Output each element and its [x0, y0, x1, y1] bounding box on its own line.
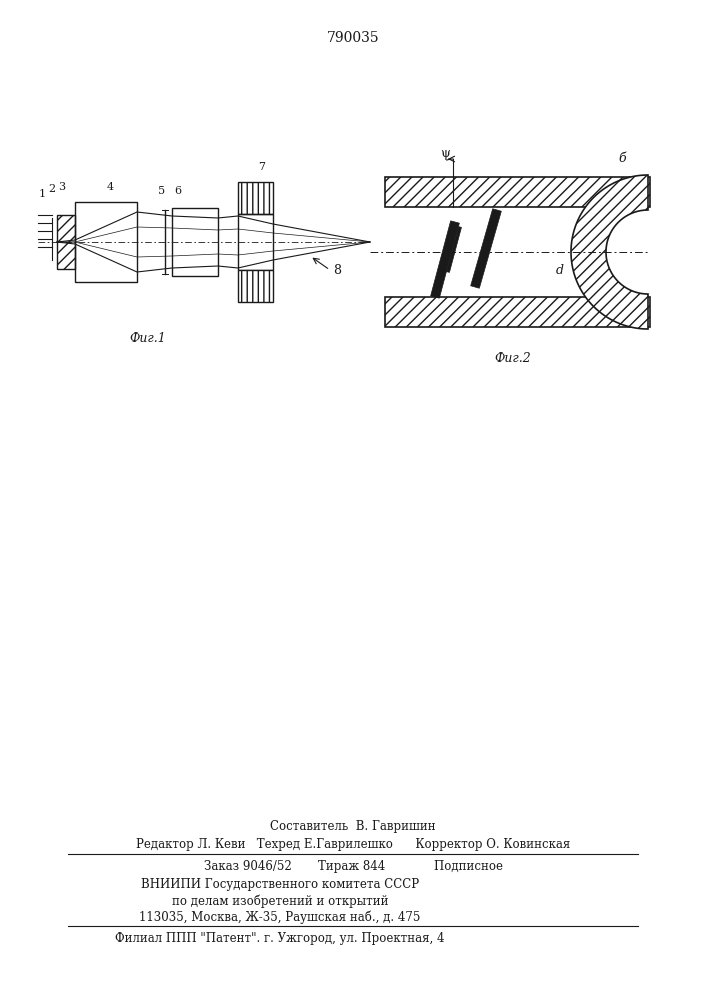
Text: Фиг.2: Фиг.2 — [495, 352, 532, 365]
Text: 5: 5 — [158, 186, 165, 196]
Bar — [57, 215, 75, 269]
Text: Фиг.1: Фиг.1 — [129, 332, 166, 345]
Text: 113035, Москва, Ж-35, Раушская наб., д. 475: 113035, Москва, Ж-35, Раушская наб., д. … — [139, 910, 421, 924]
Text: d: d — [556, 263, 564, 276]
Text: ψ: ψ — [440, 146, 450, 159]
Bar — [385, 297, 650, 327]
Bar — [238, 214, 273, 270]
Text: б: б — [618, 152, 626, 165]
Text: 4: 4 — [107, 182, 114, 192]
Text: 2: 2 — [49, 184, 56, 194]
Bar — [385, 177, 650, 207]
Polygon shape — [571, 175, 648, 329]
Text: 7: 7 — [259, 162, 266, 172]
Bar — [172, 208, 218, 276]
Text: 3: 3 — [59, 182, 66, 192]
Text: Филиал ППП "Патент". г. Ужгород, ул. Проектная, 4: Филиал ППП "Патент". г. Ужгород, ул. Про… — [115, 932, 445, 945]
Text: 790035: 790035 — [327, 31, 380, 45]
Bar — [75, 202, 137, 282]
Bar — [238, 270, 273, 302]
Text: ВНИИПИ Государственного комитета СССР: ВНИИПИ Государственного комитета СССР — [141, 878, 419, 891]
Polygon shape — [447, 227, 462, 272]
Text: 6: 6 — [175, 186, 182, 196]
Text: 1: 1 — [38, 189, 45, 199]
Text: Редактор Л. Кеви   Техред Е.Гаврилешко      Корректор О. Ковинская: Редактор Л. Кеви Техред Е.Гаврилешко Кор… — [136, 838, 570, 851]
Polygon shape — [431, 221, 460, 298]
Polygon shape — [471, 209, 501, 288]
Text: Заказ 9046/52       Тираж 844             Подписное: Заказ 9046/52 Тираж 844 Подписное — [204, 860, 503, 873]
Text: по делам изобретений и открытий: по делам изобретений и открытий — [172, 894, 388, 908]
Text: Составитель  В. Гавришин: Составитель В. Гавришин — [270, 820, 436, 833]
Text: 8: 8 — [333, 263, 341, 276]
Bar — [238, 182, 273, 214]
